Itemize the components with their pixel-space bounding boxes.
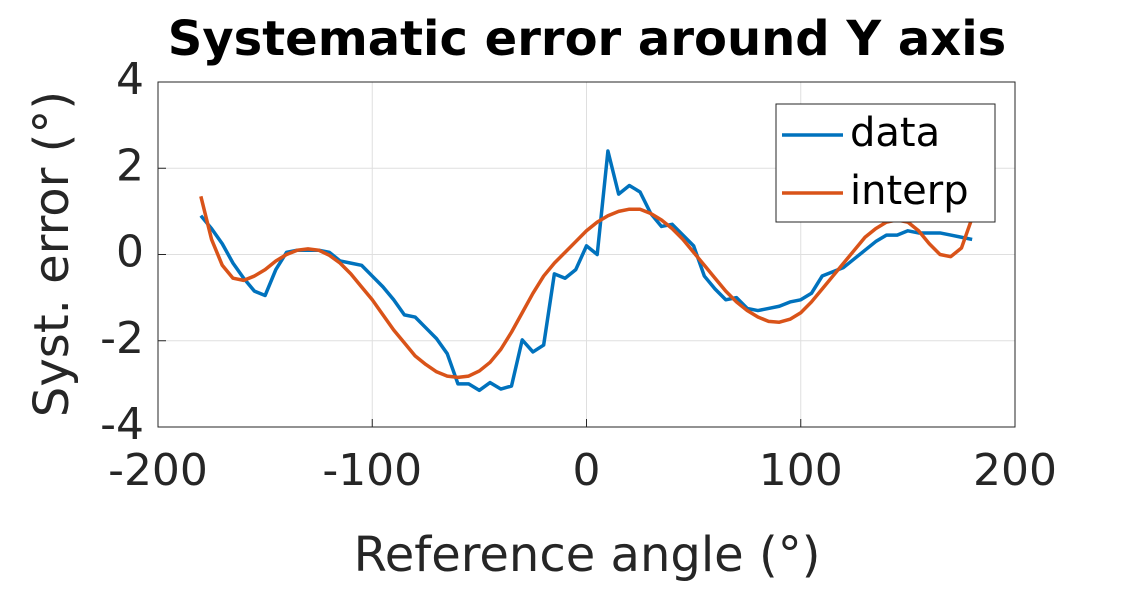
plot-frame — [157, 81, 1016, 428]
y-tick-label: -2 — [100, 313, 144, 364]
y-tick-label: 4 — [116, 54, 144, 105]
x-axis-label: Reference angle (°) — [354, 527, 821, 583]
x-tick-label: 0 — [573, 445, 601, 496]
x-tick-label: -100 — [322, 445, 422, 496]
legend-label: interp — [850, 168, 969, 214]
y-tick-label: 0 — [116, 227, 144, 278]
data-line — [199, 195, 974, 380]
x-tick-label: 100 — [759, 445, 843, 496]
y-axis-label: Syst. error (°) — [24, 91, 80, 417]
chart-title: Systematic error around Y axis — [168, 11, 1006, 67]
legend-box — [775, 103, 996, 223]
legend: data interp — [775, 103, 996, 223]
legend-label: data — [850, 110, 940, 156]
data-line — [199, 149, 973, 393]
x-tick-label: -200 — [108, 445, 208, 496]
y-tick-label: -4 — [100, 399, 144, 450]
x-tick-label: 200 — [973, 445, 1057, 496]
y-tick-label: 2 — [116, 140, 144, 191]
